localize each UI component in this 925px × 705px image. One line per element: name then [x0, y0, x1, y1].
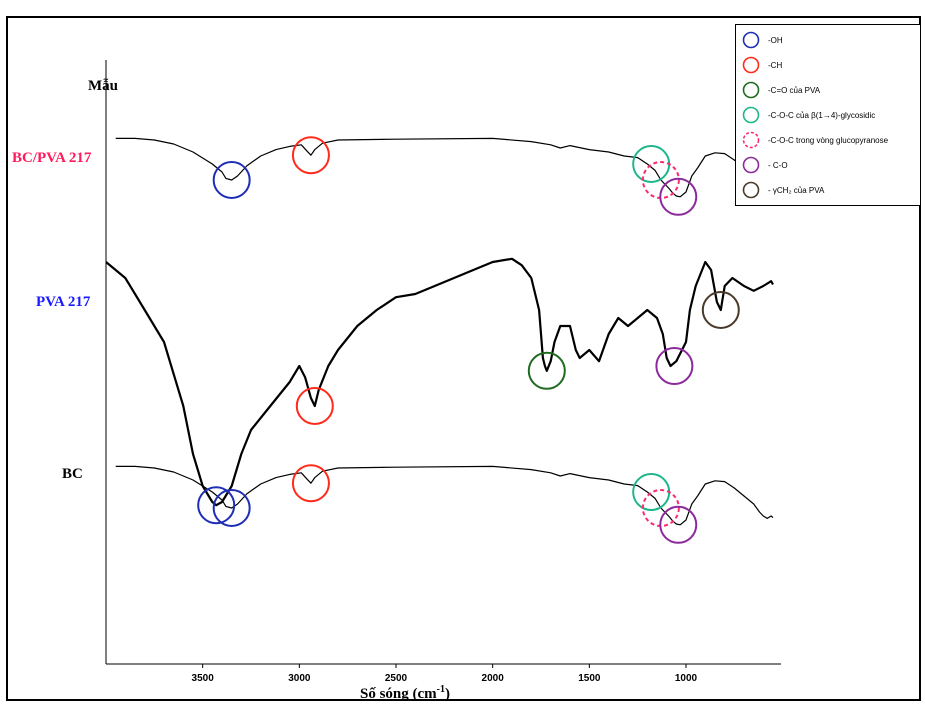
band-marker-oh — [212, 161, 251, 199]
legend-circle-icon — [742, 106, 760, 124]
x-tick-label: 3500 — [192, 673, 215, 684]
legend-label: - γCH₂ của PVA — [768, 185, 825, 195]
series-label-bc-pva: BC/PVA 217 — [12, 150, 92, 166]
legend-circle-icon — [742, 31, 760, 49]
legend-circle-icon — [742, 56, 760, 74]
band-marker-gch2 — [701, 291, 740, 329]
legend-circle-icon — [742, 81, 760, 99]
legend-circle-icon — [742, 181, 760, 199]
legend: -OH -CH -C=O của PVA -C-O-C của β(1→4)-glyc… — [735, 24, 921, 206]
legend-circle-icon — [742, 156, 760, 174]
x-tick-label: 2000 — [482, 673, 505, 684]
x-tick-label: 2500 — [385, 673, 408, 684]
band-marker-co_pva — [527, 351, 566, 390]
legend-label: - C-O — [768, 160, 788, 170]
x-axis: 3500 3000 2500 2000 1500 1000 — [105, 60, 781, 684]
band-marker-ch — [291, 464, 330, 503]
legend-label: -CH — [768, 60, 783, 70]
band-marker-oh — [212, 489, 251, 527]
band-marker-coc_b14 — [632, 145, 671, 183]
spectrum-lines — [105, 137, 774, 526]
legend-label: -C-O-C trong vòng glucopyranose — [768, 135, 889, 145]
series-line-2 — [115, 465, 774, 526]
x-axis-title: Số sóng (cm-1) — [360, 684, 451, 702]
band-marker-coc_b14 — [632, 473, 671, 511]
y-axis-title: Mẫu — [88, 78, 118, 94]
x-tick-label: 3000 — [288, 673, 311, 684]
x-tick-label: 1000 — [675, 673, 698, 684]
series-line-0 — [115, 137, 774, 198]
x-axis-title-sup: -1 — [436, 684, 446, 695]
band-marker-ch — [295, 387, 334, 425]
legend-label: -OH — [768, 35, 783, 45]
legend-label: -C-O-C của β(1→4)-glycosidic — [768, 110, 876, 120]
x-axis-title-text: Số sóng (cm — [360, 686, 437, 702]
legend-item-co: - C-O — [742, 155, 788, 175]
legend-label: -C=O của PVA — [768, 85, 821, 95]
series-label-bc: BC — [62, 466, 83, 482]
legend-item-co_pva: -C=O của PVA — [742, 80, 820, 100]
series-label-pva: PVA 217 — [36, 294, 91, 310]
legend-circle-icon — [742, 131, 760, 149]
band-marker-co — [659, 505, 698, 544]
band-marker-oh — [197, 486, 236, 525]
band-marker-co — [655, 347, 694, 385]
band-marker-co — [659, 177, 698, 216]
legend-item-gch2: - γCH₂ của PVA — [742, 180, 824, 200]
chart-frame — [6, 16, 921, 701]
band-markers — [197, 136, 740, 544]
series-line-1 — [105, 257, 774, 507]
legend-item-oh: -OH — [742, 30, 783, 50]
band-marker-ch — [291, 136, 330, 175]
x-tick-label: 1500 — [578, 673, 601, 684]
legend-item-coc_b14: -C-O-C của β(1→4)-glycosidic — [742, 105, 875, 125]
legend-item-ch: -CH — [742, 55, 782, 75]
legend-item-coc_ring: -C-O-C trong vòng glucopyranose — [742, 130, 888, 150]
